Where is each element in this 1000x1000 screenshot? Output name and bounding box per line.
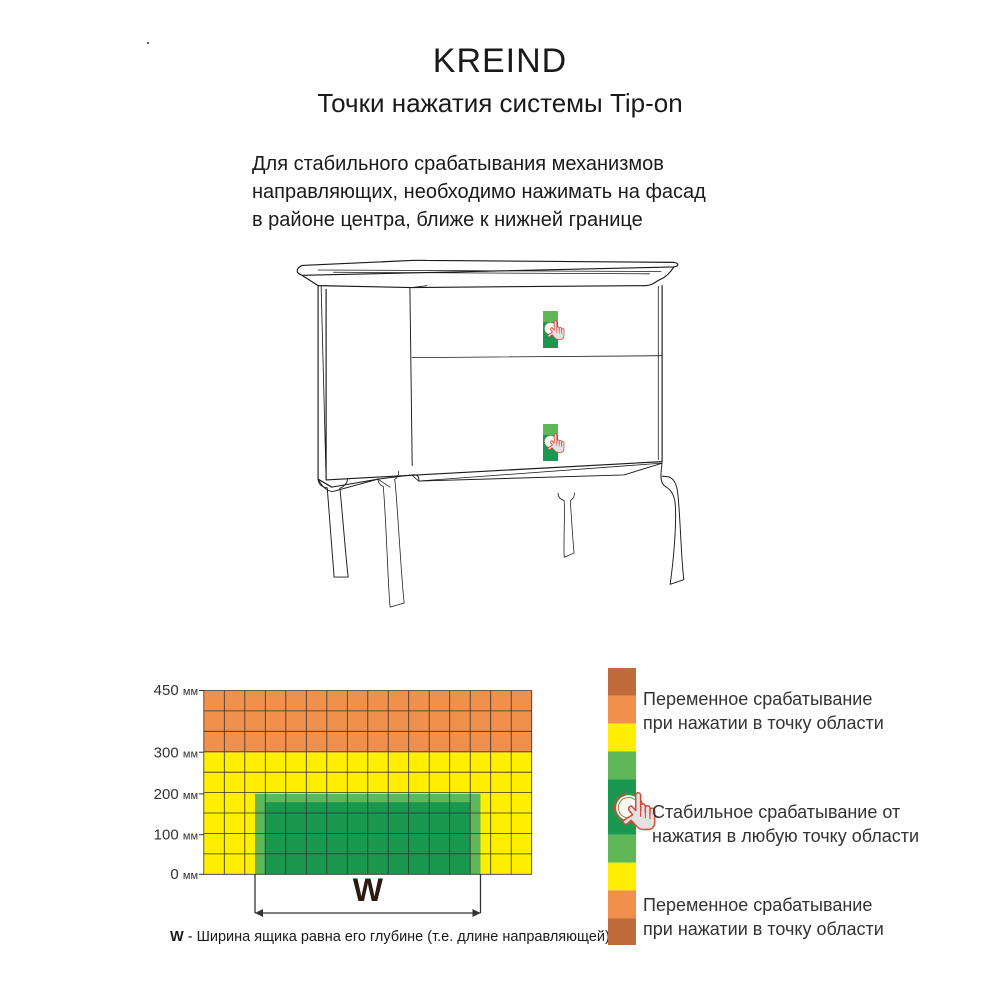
svg-text:100 мм: 100 мм (154, 827, 198, 844)
svg-text:300 мм: 300 мм (154, 744, 198, 761)
svg-text:450 мм: 450 мм (154, 682, 198, 699)
svg-text:W: W (353, 872, 384, 908)
svg-text:0 мм: 0 мм (170, 866, 198, 883)
svg-text:W - Ширина ящика равна его глу: W - Ширина ящика равна его глубине (т.е.… (170, 929, 610, 945)
svg-text:200 мм: 200 мм (154, 786, 198, 803)
